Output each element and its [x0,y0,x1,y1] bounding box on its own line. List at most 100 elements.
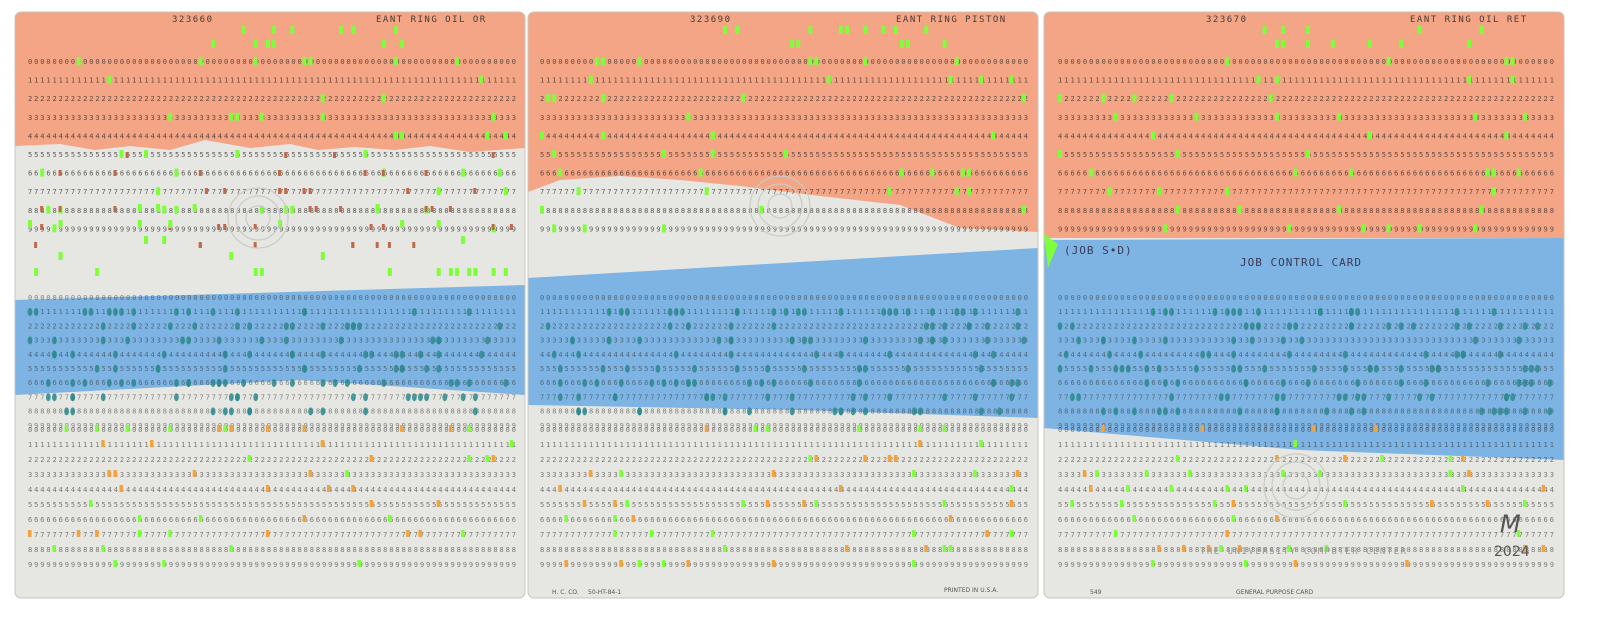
punch-hole [802,500,806,507]
punch-hole [1156,407,1162,416]
punch-hole [424,393,429,402]
punch-hole [448,379,454,387]
punch-hole [991,131,996,140]
punch-hole [461,530,465,537]
punch-hole [789,336,795,345]
punch-hole [1398,322,1404,331]
punch-hole [967,187,971,196]
punch-hole [838,350,844,359]
punch-hole [1491,308,1497,316]
punch-hole [930,322,935,331]
punch-hole [613,515,617,522]
punch-hole [1522,379,1528,387]
punch-hole [942,393,947,402]
punch-hole [1541,485,1546,492]
punch-hole [1058,150,1062,158]
punch-hole [1281,40,1286,48]
punch-hole [576,350,581,359]
punch-hole [1281,470,1285,477]
punch-hole [1337,205,1341,214]
punch-hole [728,350,734,359]
punch-hole [801,364,807,373]
punch-hole [557,379,563,387]
punch-hole [289,350,295,359]
punch-hole [198,170,202,176]
punch-hole [399,350,405,359]
punch-hole [70,393,76,402]
punch-hole [1144,364,1150,373]
punch-hole [320,94,325,103]
punch-hole [808,26,813,34]
punch-hole [1510,57,1515,65]
punch-hole [284,188,288,194]
punch-hole [1467,470,1471,477]
punch-hole [1169,393,1174,402]
punch-hole [637,57,642,65]
punch-hole [948,75,953,84]
punch-hole [1231,336,1236,345]
punch-hole [899,168,904,177]
punch-hole [753,425,757,432]
punch-hole [631,515,635,522]
punch-hole [186,308,192,316]
punch-hole [942,322,947,331]
punch-hole [765,364,771,373]
punch-hole [137,530,142,537]
punch-hole [394,57,398,65]
punch-hole [405,393,411,402]
punch-hole [64,425,69,432]
card-right [1044,12,1564,598]
punch-hole [466,308,472,316]
punch-hole [1355,393,1360,402]
punch-hole [1386,393,1391,402]
punch-hole [1467,40,1472,48]
punch-hole [991,350,996,359]
punch-hole [308,57,313,65]
punch-hole [320,112,325,121]
punch-hole [461,168,466,177]
punch-hole [972,350,978,359]
punch-hole [406,530,410,537]
punch-hole [223,188,227,194]
punch-hole [1435,364,1441,373]
emboss-seal-right [1263,453,1329,519]
punch-hole [1367,364,1373,373]
punch-hole [625,308,630,316]
punch-hole [186,336,192,345]
punch-hole [1516,379,1522,387]
punch-hole [1225,187,1230,196]
punch-hole [845,26,849,34]
punch-hole [357,560,361,567]
punch-hole [600,364,606,373]
punch-hole [1169,94,1174,103]
punch-hole [759,205,764,214]
punch-hole [765,500,770,507]
punch-hole [76,57,81,65]
punch-hole [235,150,240,158]
signature-initials: M [1500,510,1521,538]
punch-hole [107,75,112,84]
punch-hole [1256,322,1261,331]
punch-hole [1243,379,1249,387]
punch-hole [131,379,137,387]
punch-hole [893,455,898,462]
punch-hole [613,500,617,507]
punch-hole [1411,322,1416,331]
punch-hole [1225,57,1230,65]
punch-hole [918,440,922,447]
punch-hole [235,322,240,331]
punch-hole [1169,485,1174,492]
punch-hole [302,515,306,522]
punch-hole [448,206,452,212]
punch-hole [917,336,923,345]
punch-hole [1119,364,1125,373]
punch-hole [1535,364,1540,373]
punch-hole [167,322,173,331]
punch-hole [332,379,338,387]
punch-hole [1268,94,1273,103]
